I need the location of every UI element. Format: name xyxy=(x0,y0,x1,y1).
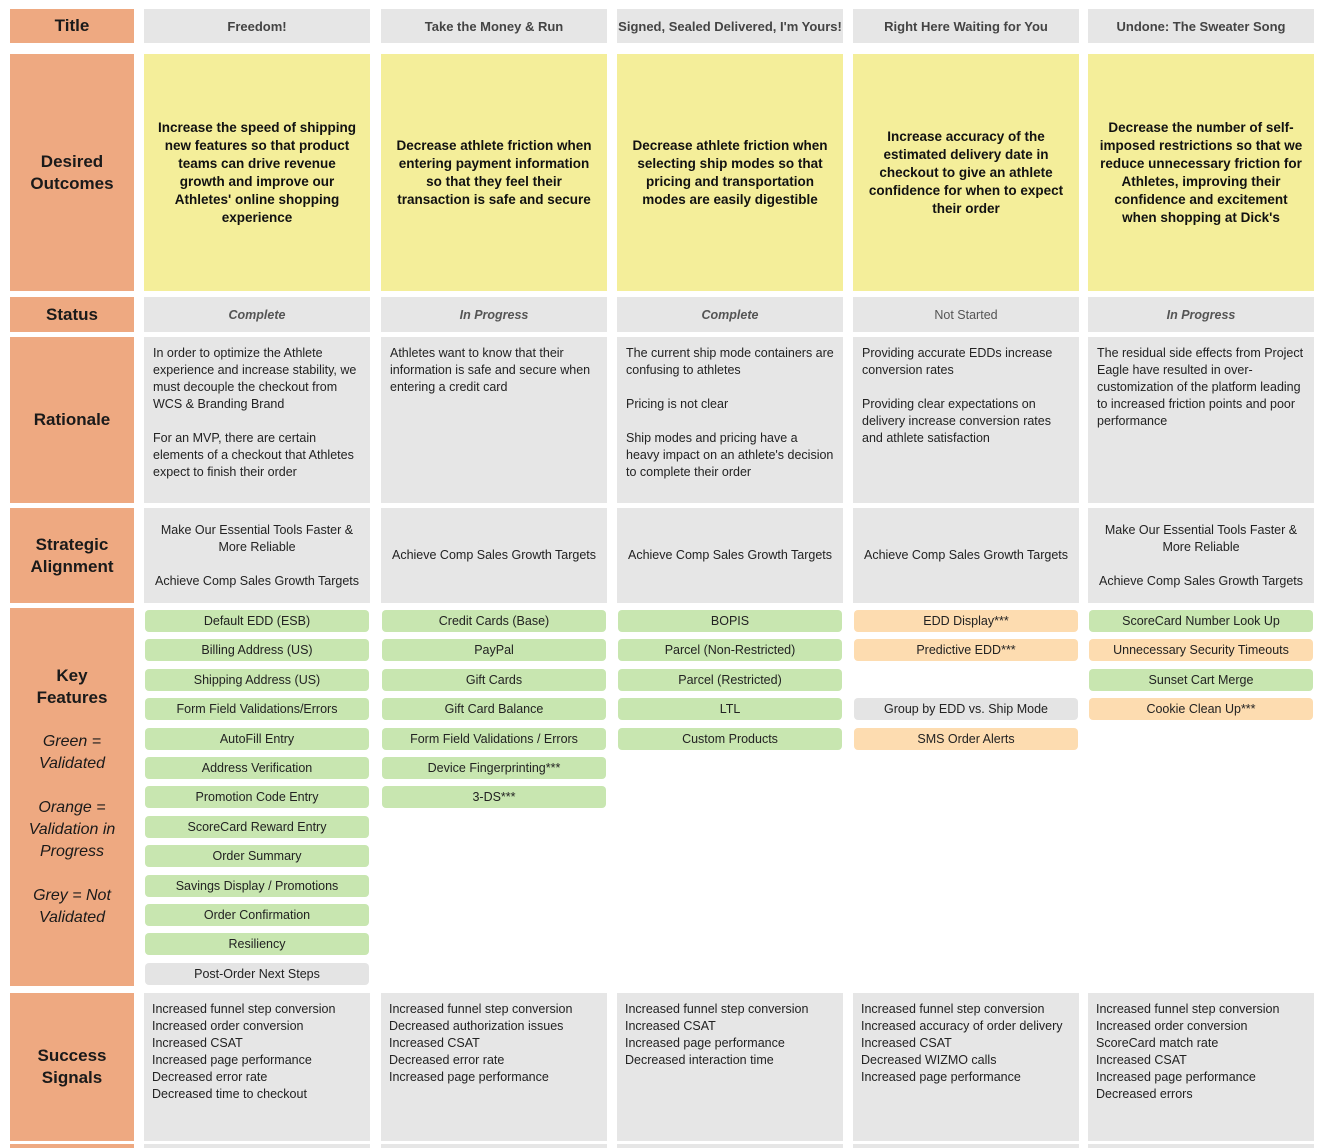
column-title: Undone: The Sweater Song xyxy=(1088,9,1314,43)
legend-grey: Grey = Not Validated xyxy=(33,887,111,926)
row-label-alignment: Strategic Alignment xyxy=(10,508,134,603)
success-signals: Increased funnel step conversion Decreas… xyxy=(381,993,607,1141)
feature-chip-green: ScoreCard Reward Entry xyxy=(145,816,369,838)
desired-outcome: Decrease the number of self-imposed rest… xyxy=(1088,54,1314,291)
desired-outcome: Increase the speed of shipping new featu… xyxy=(144,54,370,291)
feature-chip-green: BOPIS xyxy=(618,610,842,632)
feature-chip-green: 3-DS*** xyxy=(382,786,606,808)
strategic-alignment: Achieve Comp Sales Growth Targets xyxy=(381,508,607,603)
legend-green: Green = Validated xyxy=(38,733,106,772)
row-label-alignment-text: Strategic Alignment xyxy=(30,534,114,576)
desired-outcome: Decrease athlete friction when entering … xyxy=(381,54,607,291)
feature-chip-green: Promotion Code Entry xyxy=(145,786,369,808)
status-value: Complete xyxy=(144,297,370,332)
feature-chip-green: Parcel (Restricted) xyxy=(618,669,842,691)
feature-chip-green: Default EDD (ESB) xyxy=(145,610,369,632)
row-label-outcomes: Desired Outcomes xyxy=(10,54,134,291)
feature-chip-green: Address Verification xyxy=(145,757,369,779)
column-title: Signed, Sealed Delivered, I'm Yours! xyxy=(617,9,843,43)
footer-strip xyxy=(617,1144,843,1148)
feature-chip-green: Gift Card Balance xyxy=(382,698,606,720)
status-value: In Progress xyxy=(381,297,607,332)
feature-chip-green: Order Summary xyxy=(145,845,369,867)
feature-chip-green: Form Field Validations/Errors xyxy=(145,698,369,720)
status-value: Not Started xyxy=(853,297,1079,332)
strategic-alignment: Make Our Essential Tools Faster & More R… xyxy=(144,508,370,603)
feature-chip-green: Credit Cards (Base) xyxy=(382,610,606,632)
row-label-signals-text: Success Signals xyxy=(37,1046,107,1087)
success-signals: Increased funnel step conversion Increas… xyxy=(144,993,370,1141)
strategic-alignment: Make Our Essential Tools Faster & More R… xyxy=(1088,508,1314,603)
footer-strip xyxy=(1088,1144,1314,1148)
status-value: Complete xyxy=(617,297,843,332)
desired-outcome: Increase accuracy of the estimated deliv… xyxy=(853,54,1079,291)
row-label-outcomes-text: Desired Outcomes xyxy=(30,151,114,193)
column-title: Right Here Waiting for You xyxy=(853,9,1079,43)
row-label-rationale: Rationale xyxy=(10,337,134,503)
feature-chip-orange: EDD Display*** xyxy=(854,610,1078,632)
feature-chip-green: Sunset Cart Merge xyxy=(1089,669,1313,691)
footer-strip xyxy=(853,1144,1079,1148)
feature-chip-orange: SMS Order Alerts xyxy=(854,728,1078,750)
feature-chip-grey: Group by EDD vs. Ship Mode xyxy=(854,698,1078,720)
row-label-status: Status xyxy=(10,297,134,332)
feature-chip-green: Custom Products xyxy=(618,728,842,750)
row-label-features-text: Key Features xyxy=(36,666,108,707)
row-label-features: Key Features Green = Validated Orange = … xyxy=(10,608,134,986)
feature-chip-green: Resiliency xyxy=(145,933,369,955)
feature-chip-orange: Predictive EDD*** xyxy=(854,639,1078,661)
success-signals: Increased funnel step conversion Increas… xyxy=(853,993,1079,1141)
strategic-alignment: Achieve Comp Sales Growth Targets xyxy=(617,508,843,603)
success-signals: Increased funnel step conversion Increas… xyxy=(1088,993,1314,1141)
column-title: Freedom! xyxy=(144,9,370,43)
feature-chip-green: PayPal xyxy=(382,639,606,661)
feature-chip-orange: Cookie Clean Up*** xyxy=(1089,698,1313,720)
rationale-text: Providing accurate EDDs increase convers… xyxy=(853,337,1079,503)
feature-chip-green: Billing Address (US) xyxy=(145,639,369,661)
feature-chip-green: LTL xyxy=(618,698,842,720)
status-value: In Progress xyxy=(1088,297,1314,332)
feature-chip-green: Order Confirmation xyxy=(145,904,369,926)
row-label-status-text: Status xyxy=(46,304,98,324)
feature-chip-green: Device Fingerprinting*** xyxy=(382,757,606,779)
legend-orange: Orange = Validation in Progress xyxy=(28,799,116,860)
success-signals: Increased funnel step conversion Increas… xyxy=(617,993,843,1141)
feature-chip-orange: Unnecessary Security Timeouts xyxy=(1089,639,1313,661)
column-title: Take the Money & Run xyxy=(381,9,607,43)
feature-chip-green: AutoFill Entry xyxy=(145,728,369,750)
rationale-text: The current ship mode containers are con… xyxy=(617,337,843,503)
rationale-text: The residual side effects from Project E… xyxy=(1088,337,1314,503)
desired-outcome: Decrease athlete friction when selecting… xyxy=(617,54,843,291)
row-label-rationale-text: Rationale xyxy=(33,410,111,429)
feature-chip-green: Gift Cards xyxy=(382,669,606,691)
feature-chip-green: Savings Display / Promotions xyxy=(145,875,369,897)
rationale-text: In order to optimize the Athlete experie… xyxy=(144,337,370,503)
footer-strip xyxy=(144,1144,370,1148)
row-label-signals: Success Signals xyxy=(10,993,134,1141)
row-label-footer xyxy=(10,1144,134,1148)
feature-chip-green: Form Field Validations / Errors xyxy=(382,728,606,750)
feature-chip-green: Parcel (Non-Restricted) xyxy=(618,639,842,661)
feature-chip-grey: Post-Order Next Steps xyxy=(145,963,369,985)
rationale-text: Athletes want to know that their informa… xyxy=(381,337,607,503)
feature-chip-green: ScoreCard Number Look Up xyxy=(1089,610,1313,632)
strategic-alignment: Achieve Comp Sales Growth Targets xyxy=(853,508,1079,603)
row-label-title-text: Title xyxy=(54,16,90,35)
row-label-title: Title xyxy=(10,9,134,43)
footer-strip xyxy=(381,1144,607,1148)
feature-chip-green: Shipping Address (US) xyxy=(145,669,369,691)
